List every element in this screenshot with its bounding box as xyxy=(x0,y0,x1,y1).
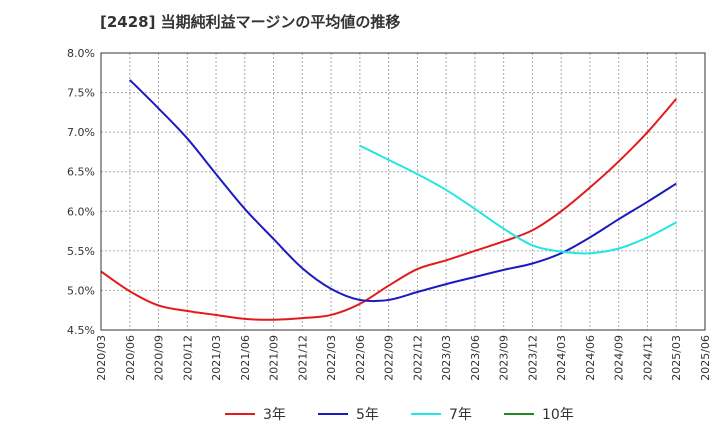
x-tick-label: 2023/09 xyxy=(498,335,511,381)
legend-label-0: 3年 xyxy=(263,407,286,423)
x-tick-label: 2024/06 xyxy=(584,335,597,381)
y-tick-label: 6.5% xyxy=(67,166,95,179)
x-tick-label: 2022/06 xyxy=(354,335,367,381)
series-line-2 xyxy=(359,144,677,255)
x-tick-label: 2024/12 xyxy=(641,335,654,381)
y-tick-label: 6.0% xyxy=(67,205,95,218)
x-tick-label: 2022/09 xyxy=(383,335,396,381)
x-tick-label: 2021/06 xyxy=(239,335,252,381)
y-tick-label: 7.0% xyxy=(67,126,95,139)
y-tick-label: 7.5% xyxy=(67,87,95,100)
x-tick-label: 2022/03 xyxy=(325,335,338,381)
x-tick-label: 2025/06 xyxy=(699,335,712,381)
y-tick-label: 8.0% xyxy=(67,47,95,60)
x-tick-label: 2020/03 xyxy=(95,335,108,381)
x-tick-label: 2022/12 xyxy=(411,335,424,381)
x-tick-label: 2021/12 xyxy=(296,335,309,381)
legend-label-3: 10年 xyxy=(542,407,574,423)
chart-title: [2428] 当期純利益マージンの平均値の推移 xyxy=(100,13,400,31)
x-tick-label: 2024/09 xyxy=(613,335,626,381)
x-axis: 2020/03 2020/06 2020/09 2020/12 2021/03 2021/… xyxy=(95,335,712,381)
x-tick-label: 2021/09 xyxy=(268,335,281,381)
x-tick-label: 2023/12 xyxy=(526,335,539,381)
y-tick-label: 4.5% xyxy=(67,324,95,337)
grid xyxy=(101,52,705,331)
legend-label-2: 7年 xyxy=(449,407,472,423)
x-tick-label: 2023/06 xyxy=(469,335,482,381)
x-tick-label: 2020/09 xyxy=(153,335,166,381)
legend-label-1: 5年 xyxy=(356,407,379,423)
x-tick-label: 2021/03 xyxy=(210,335,223,381)
series-line-1 xyxy=(129,79,677,303)
x-tick-label: 2020/12 xyxy=(181,335,194,381)
x-tick-label: 2024/03 xyxy=(555,335,568,381)
plot-frame xyxy=(100,52,706,331)
y-tick-label: 5.5% xyxy=(67,245,95,258)
y-tick-label: 5.0% xyxy=(67,284,95,297)
x-tick-label: 2023/03 xyxy=(440,335,453,381)
y-axis: 8.0% 7.5% 7.0% 6.5% 6.0% 5.5% 5.0% 4.5% xyxy=(67,47,95,337)
x-tick-label: 2025/03 xyxy=(670,335,683,381)
series-lines xyxy=(100,79,677,321)
x-tick-label: 2020/06 xyxy=(124,335,137,381)
legend: 3年 5年 7年 10年 xyxy=(225,407,574,423)
series-line-0 xyxy=(100,98,677,321)
